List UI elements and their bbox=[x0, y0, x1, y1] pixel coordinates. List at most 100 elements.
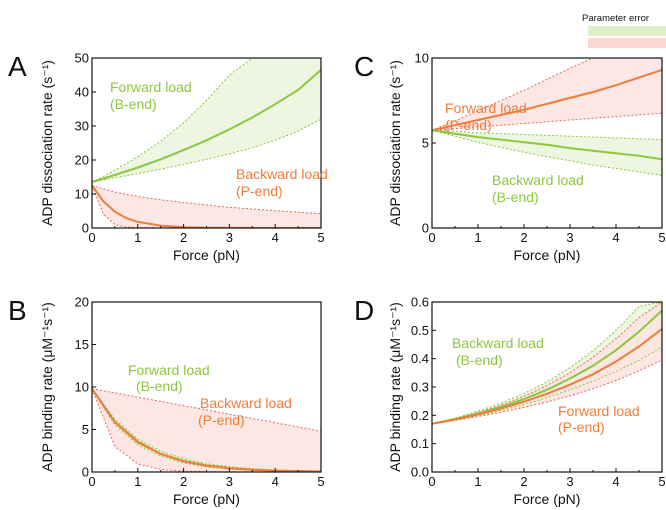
x-tick-label: 0 bbox=[88, 474, 95, 489]
x-tick-label: 3 bbox=[226, 474, 233, 489]
annotation-label: (B-end) bbox=[492, 189, 539, 205]
x-tick-label: 0 bbox=[428, 474, 435, 489]
error-band-1 bbox=[432, 130, 662, 176]
error-edge-band_low-1 bbox=[92, 185, 321, 228]
error-edge-band_low-0 bbox=[432, 112, 662, 131]
error-edge-band_high-0 bbox=[92, 388, 321, 472]
y-axis-label: ADP binding rate (μM⁻¹s⁻¹) bbox=[387, 302, 403, 472]
error-band-1 bbox=[432, 302, 662, 424]
y-tick-label: 20 bbox=[75, 153, 89, 168]
y-tick-label: 20 bbox=[75, 295, 89, 310]
annotation-label: (B-end) bbox=[456, 352, 503, 368]
x-axis-label: Force (pN) bbox=[173, 491, 240, 507]
error-edge-band_low-0 bbox=[92, 388, 321, 472]
x-tick-label: 4 bbox=[272, 230, 279, 245]
y-tick-label: 0.0 bbox=[411, 465, 429, 480]
error-band-0 bbox=[92, 58, 321, 183]
error-edge-band_low-1 bbox=[432, 359, 662, 425]
y-tick-label: 0.3 bbox=[411, 380, 429, 395]
x-tick-label: 2 bbox=[180, 230, 187, 245]
annotation-label: Forward load bbox=[128, 362, 210, 378]
annotation-label: (P-end) bbox=[445, 117, 492, 133]
y-tick-label: 10 bbox=[415, 51, 429, 66]
x-axis-label: Force (pN) bbox=[173, 247, 240, 263]
y-tick-label: 5 bbox=[82, 422, 89, 437]
annotation-label: Forward load bbox=[110, 79, 192, 95]
y-tick-label: 30 bbox=[75, 119, 89, 134]
x-tick-label: 4 bbox=[612, 230, 619, 245]
y-tick-label: 0.6 bbox=[411, 295, 429, 310]
panel-label: B bbox=[8, 295, 27, 326]
y-tick-label: 0 bbox=[422, 221, 429, 236]
panel-label: A bbox=[8, 51, 27, 82]
error-edge-band_low-0 bbox=[432, 346, 662, 425]
y-tick-label: 0.5 bbox=[411, 323, 429, 338]
panel-d: 0 1 2 3 4 5 0.0 0.1 0.2 0.3 0.4 0.5 0.6 Force (pN) ADP… bbox=[354, 295, 666, 508]
x-tick-label: 5 bbox=[317, 474, 324, 489]
panel-label: D bbox=[354, 295, 374, 326]
annotation-label: Forward load bbox=[558, 403, 640, 419]
error-edge-band_high-1 bbox=[92, 388, 321, 432]
x-tick-label: 1 bbox=[134, 474, 141, 489]
y-tick-label: 10 bbox=[75, 187, 89, 202]
x-tick-label: 3 bbox=[566, 474, 573, 489]
panel-c: 0 1 2 3 4 5 0 5 10 Force (pN) ADP dissociation rat… bbox=[354, 51, 666, 264]
x-tick-label: 5 bbox=[658, 474, 665, 489]
plot-area bbox=[432, 58, 662, 176]
x-tick-label: 2 bbox=[180, 474, 187, 489]
x-tick-label: 3 bbox=[226, 230, 233, 245]
y-tick-label: 15 bbox=[75, 337, 89, 352]
error-edge-band_low-0 bbox=[92, 118, 321, 183]
panel-b: 0 1 2 3 4 5 0 5 10 15 20 Force (pN) ADP binding rate… bbox=[8, 295, 325, 508]
series-line-0 bbox=[432, 68, 662, 132]
annotation-label: Backward load bbox=[492, 172, 584, 188]
y-tick-label: 0.2 bbox=[411, 408, 429, 423]
x-tick-label: 3 bbox=[566, 230, 573, 245]
annotation-label: Backward load bbox=[200, 395, 292, 411]
error-edge-band_high-0 bbox=[432, 58, 662, 131]
legend-swatch-green bbox=[588, 26, 666, 36]
error-edge-band_high-0 bbox=[92, 58, 321, 183]
x-tick-label: 0 bbox=[88, 230, 95, 245]
y-axis-label: ADP dissociation rate (s⁻¹) bbox=[39, 60, 55, 226]
x-tick-label: 2 bbox=[520, 230, 527, 245]
annotation-label: (P-end) bbox=[558, 419, 605, 435]
plot-area bbox=[432, 302, 662, 425]
x-tick-label: 4 bbox=[612, 474, 619, 489]
annotation-label: (B-end) bbox=[110, 96, 157, 112]
y-tick-label: 40 bbox=[75, 85, 89, 100]
x-tick-label: 5 bbox=[658, 230, 665, 245]
x-axis-label: Force (pN) bbox=[514, 247, 581, 263]
y-tick-label: 0 bbox=[82, 221, 89, 236]
x-tick-label: 4 bbox=[272, 474, 279, 489]
y-axis-label: ADP binding rate (μM⁻¹s⁻¹) bbox=[39, 302, 55, 472]
y-tick-label: 5 bbox=[422, 136, 429, 151]
annotation-label: (B-end) bbox=[136, 378, 183, 394]
y-tick-label: 10 bbox=[75, 380, 89, 395]
series-line-1 bbox=[92, 388, 321, 472]
y-axis-label: ADP dissociation rate (s⁻¹) bbox=[387, 60, 403, 226]
x-tick-label: 0 bbox=[428, 230, 435, 245]
x-tick-label: 5 bbox=[317, 230, 324, 245]
y-tick-label: 50 bbox=[75, 51, 89, 66]
x-tick-label: 2 bbox=[520, 474, 527, 489]
x-tick-label: 1 bbox=[134, 230, 141, 245]
x-tick-label: 1 bbox=[474, 474, 481, 489]
annotation-label: (P-end) bbox=[198, 412, 245, 428]
legend-swatch-red bbox=[588, 38, 666, 48]
series-line-0 bbox=[92, 69, 321, 184]
x-tick-label: 1 bbox=[474, 230, 481, 245]
series-line-1 bbox=[432, 129, 662, 161]
error-edge-band_high-0 bbox=[432, 302, 662, 425]
legend: Parameter error bbox=[582, 13, 666, 48]
panel-label: C bbox=[354, 51, 374, 82]
annotation-label: (P-end) bbox=[236, 183, 283, 199]
error-edge-band_high-1 bbox=[432, 302, 662, 425]
x-axis-label: Force (pN) bbox=[514, 491, 581, 507]
y-tick-label: 0 bbox=[82, 465, 89, 480]
error-band-0 bbox=[432, 58, 662, 131]
error-band-1 bbox=[92, 185, 321, 228]
error-band-1 bbox=[92, 388, 321, 472]
